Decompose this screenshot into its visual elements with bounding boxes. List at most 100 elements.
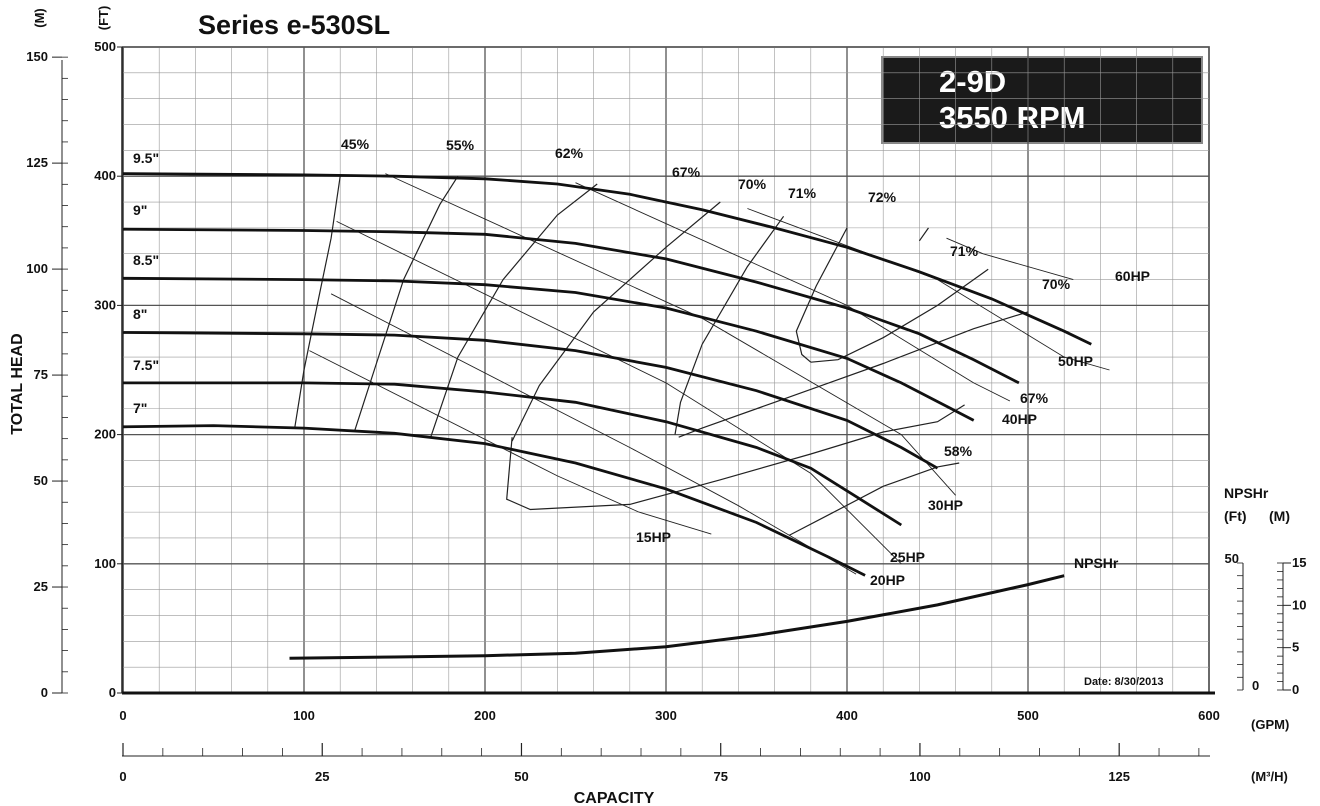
y-tick-m-label: 100 bbox=[26, 261, 48, 276]
npsh-m-tick-label: 10 bbox=[1292, 597, 1306, 612]
efficiency-label: 70% bbox=[1042, 276, 1071, 292]
efficiency-curve bbox=[678, 311, 1029, 438]
x-unit-gpm-label: (GPM) bbox=[1251, 717, 1289, 732]
y-unit-m-label: (M) bbox=[32, 8, 47, 28]
efficiency-label: 71% bbox=[950, 243, 979, 259]
efficiency-label: 45% bbox=[341, 136, 370, 152]
y-tick-ft-label: 0 bbox=[109, 685, 116, 700]
impeller-label: 7.5" bbox=[133, 357, 159, 373]
hp-label: 40HP bbox=[1002, 411, 1037, 427]
npsh-curve-label: NPSHr bbox=[1074, 555, 1119, 571]
efficiency-label: 55% bbox=[446, 137, 475, 153]
hp-line bbox=[575, 182, 1011, 402]
hp-label: 15HP bbox=[636, 529, 671, 545]
hp-label: 60HP bbox=[1115, 268, 1150, 284]
y-tick-m-label: 75 bbox=[34, 367, 48, 382]
y-tick-m-label: 25 bbox=[34, 579, 48, 594]
npsh-m-tick-label: 0 bbox=[1292, 682, 1299, 697]
x-tick-m3h-label: 75 bbox=[713, 769, 727, 784]
npsh-m-tick-label: 15 bbox=[1292, 555, 1306, 570]
y-tick-m-label: 125 bbox=[26, 155, 48, 170]
impeller-curve bbox=[122, 227, 1020, 385]
impeller-curve bbox=[122, 424, 866, 577]
y-tick-m-label: 150 bbox=[26, 49, 48, 64]
y-axis-title: TOTAL HEAD bbox=[9, 333, 26, 434]
npsh-ft-unit-label: (Ft) bbox=[1224, 508, 1247, 524]
impeller-label: 7" bbox=[133, 400, 147, 416]
y-tick-m-label: 0 bbox=[41, 685, 48, 700]
hp-line bbox=[309, 350, 712, 535]
efficiency-curve bbox=[795, 227, 848, 363]
x-tick-m3h-label: 50 bbox=[514, 769, 528, 784]
impeller-curves bbox=[122, 172, 1092, 577]
x-tick-gpm-label: 100 bbox=[293, 708, 315, 723]
npsh-m-tick-label: 5 bbox=[1292, 640, 1299, 655]
horsepower-lines bbox=[309, 173, 1110, 575]
npsh-header-label: NPSHr bbox=[1224, 485, 1269, 501]
npsh-ft-tick-label: 50 bbox=[1225, 551, 1239, 566]
x-tick-m3h-label: 100 bbox=[909, 769, 931, 784]
date-label: Date: 8/30/2013 bbox=[1084, 676, 1164, 688]
efficiency-label: 62% bbox=[555, 145, 584, 161]
pump-model-badge: 2-9D 3550 RPM bbox=[881, 56, 1203, 144]
x-tick-gpm-label: 400 bbox=[836, 708, 858, 723]
y-tick-ft-label: 500 bbox=[94, 39, 116, 54]
hp-line bbox=[330, 293, 857, 575]
efficiency-curve bbox=[788, 462, 960, 536]
x-unit-m3h-label: (M³/H) bbox=[1251, 769, 1288, 784]
impeller-label: 9.5" bbox=[133, 150, 159, 166]
y-tick-ft-label: 100 bbox=[94, 556, 116, 571]
y-unit-ft-label: (FT) bbox=[96, 6, 111, 31]
impeller-label: 8.5" bbox=[133, 252, 159, 268]
x-tick-gpm-label: 600 bbox=[1198, 708, 1220, 723]
npsh-curve bbox=[289, 574, 1065, 660]
x-tick-m3h-label: 0 bbox=[119, 769, 126, 784]
npsh-curve-line bbox=[289, 574, 1065, 660]
efficiency-label: 71% bbox=[788, 185, 817, 201]
efficiency-curve bbox=[511, 201, 721, 442]
x-axis-title: CAPACITY bbox=[574, 790, 655, 806]
impeller-curve bbox=[123, 381, 903, 527]
badge-rpm: 3550 RPM bbox=[939, 100, 1086, 135]
impeller-curve bbox=[122, 172, 1092, 346]
y-tick-ft-label: 200 bbox=[94, 427, 116, 442]
npsh-ft-tick-label: 0 bbox=[1252, 678, 1259, 693]
efficiency-label: 67% bbox=[672, 164, 701, 180]
impeller-label: 8" bbox=[133, 306, 147, 322]
efficiency-curve bbox=[674, 215, 785, 435]
y-tick-ft-label: 300 bbox=[94, 297, 116, 312]
hp-line bbox=[385, 173, 956, 496]
npsh-m-unit-label: (M) bbox=[1269, 508, 1290, 524]
impeller-curve bbox=[122, 331, 939, 470]
impeller-curve bbox=[122, 276, 975, 422]
hp-label: 30HP bbox=[928, 497, 963, 513]
efficiency-label: 67% bbox=[1020, 390, 1049, 406]
efficiency-curve bbox=[918, 227, 929, 242]
x-tick-m3h-label: 125 bbox=[1108, 769, 1130, 784]
efficiency-curve bbox=[810, 268, 989, 363]
efficiency-curve bbox=[430, 183, 598, 438]
hp-line bbox=[336, 220, 902, 565]
grid-lines bbox=[122, 46, 1210, 694]
hp-label: 20HP bbox=[870, 572, 905, 588]
hp-label: 50HP bbox=[1058, 353, 1093, 369]
x-tick-gpm-label: 200 bbox=[474, 708, 496, 723]
x-tick-m3h-label: 25 bbox=[315, 769, 329, 784]
y-tick-ft-label: 400 bbox=[94, 168, 116, 183]
chart-labels: NPSHr 15HP 20HP 25HP 30HP 40HP 50HP 60HP 45% 55% 6… bbox=[133, 136, 1150, 588]
efficiency-label: 58% bbox=[944, 443, 973, 459]
x-tick-gpm-label: 500 bbox=[1017, 708, 1039, 723]
impeller-label: 9" bbox=[133, 202, 147, 218]
efficiency-curve bbox=[294, 176, 341, 427]
chart-title: Series e-530SL bbox=[198, 10, 391, 40]
hp-line bbox=[946, 237, 1074, 281]
badge-model: 2-9D bbox=[939, 64, 1007, 99]
x-tick-gpm-label: 0 bbox=[119, 708, 126, 723]
y-tick-m-label: 50 bbox=[34, 473, 48, 488]
x-tick-gpm-label: 300 bbox=[655, 708, 677, 723]
efficiency-curve bbox=[354, 175, 459, 431]
efficiency-label: 72% bbox=[868, 189, 897, 205]
efficiency-curves bbox=[294, 175, 1029, 536]
